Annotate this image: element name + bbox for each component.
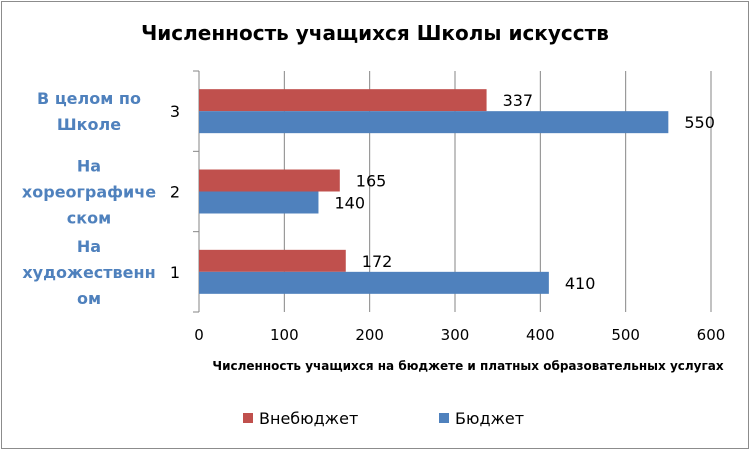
data-labels: 172 410 165 140 337 550: [334, 91, 714, 293]
y-category-label: В целом по: [37, 89, 141, 108]
x-tick-label: 0: [194, 326, 204, 344]
data-label: 337: [503, 91, 534, 110]
axes: [193, 70, 200, 313]
x-tick-label: 400: [526, 326, 555, 344]
y-category-label: художественн: [22, 263, 155, 282]
chart-title: Численность учащихся Школы искусств: [141, 21, 609, 45]
y-category-label: Школе: [57, 115, 121, 134]
x-tick-label: 500: [611, 326, 640, 344]
bar: [199, 191, 319, 214]
y-category-number: 2: [170, 183, 180, 202]
y-category-label: На: [77, 237, 101, 256]
y-category-label: ом: [77, 289, 101, 308]
data-label: 550: [684, 113, 715, 132]
legend-label: Внебюджет: [259, 409, 358, 428]
x-tick-label: 300: [441, 326, 470, 344]
legend-label: Бюджет: [455, 409, 524, 428]
x-tick-labels: 0 100 200 300 400 500 600: [194, 326, 725, 344]
bar: [199, 249, 346, 272]
bar: [199, 169, 340, 192]
bar: [199, 89, 487, 112]
y-category-label: На: [77, 157, 101, 176]
y-category-label: ском: [67, 209, 111, 228]
x-axis-title: Численность учащихся на бюджете и платны…: [212, 359, 723, 373]
y-category-label: хореографиче: [22, 183, 156, 202]
legend-swatch: [243, 413, 253, 423]
x-tick-label: 100: [270, 326, 299, 344]
data-label: 172: [362, 252, 393, 271]
data-label: 140: [334, 194, 365, 213]
y-category-labels: 1 На художественн ом 2 На хореографиче ском 3 В ц…: [22, 89, 180, 308]
x-tick-label: 600: [697, 326, 726, 344]
legend-swatch: [439, 413, 449, 423]
y-category-number: 1: [170, 263, 180, 282]
legend: Внебюджет Бюджет: [243, 409, 524, 428]
y-category-number: 3: [170, 102, 180, 121]
x-tick-label: 200: [355, 326, 384, 344]
bar: [199, 271, 549, 294]
bars: [199, 89, 669, 294]
bar: [199, 111, 669, 134]
data-label: 410: [565, 274, 596, 293]
data-label: 165: [356, 172, 387, 191]
